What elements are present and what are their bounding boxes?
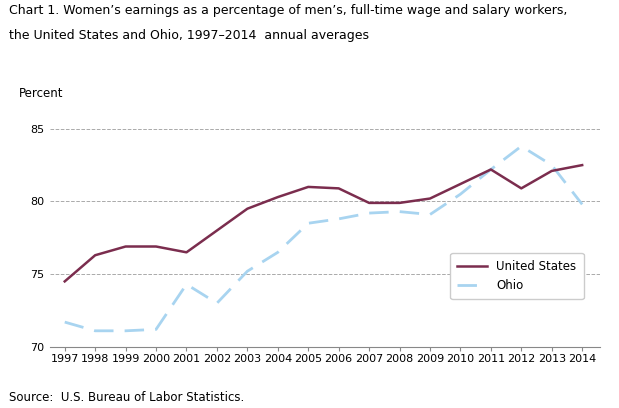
Text: Chart 1. Women’s earnings as a percentage of men’s, full-time wage and salary wo: Chart 1. Women’s earnings as a percentag… (9, 4, 568, 17)
Text: Source:  U.S. Bureau of Labor Statistics.: Source: U.S. Bureau of Labor Statistics. (9, 391, 245, 404)
Text: Percent: Percent (19, 87, 64, 100)
Legend: United States, Ohio: United States, Ohio (450, 253, 584, 299)
Text: the United States and Ohio, 1997–2014  annual averages: the United States and Ohio, 1997–2014 an… (9, 29, 370, 42)
